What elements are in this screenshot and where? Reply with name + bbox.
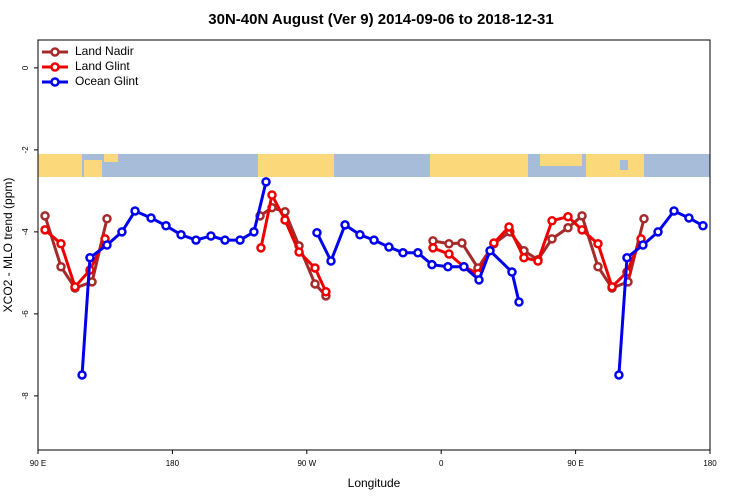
point — [577, 225, 587, 235]
x-tick-label: 90 E — [30, 459, 46, 468]
point — [639, 214, 649, 224]
point — [220, 235, 230, 245]
point — [310, 279, 320, 289]
point — [577, 211, 587, 221]
point — [504, 222, 514, 232]
point — [206, 231, 216, 241]
point — [256, 243, 266, 253]
point — [310, 263, 320, 273]
point — [519, 252, 529, 263]
point — [485, 245, 495, 256]
y-tick-label: -2 — [21, 146, 30, 154]
legend-label: Land Nadir — [75, 44, 134, 58]
point — [40, 211, 50, 221]
point — [77, 370, 87, 380]
point — [146, 213, 156, 223]
point — [355, 230, 365, 240]
point — [261, 177, 271, 187]
point — [607, 282, 617, 292]
point — [398, 248, 408, 258]
point — [321, 286, 331, 297]
point — [191, 235, 201, 245]
point — [249, 227, 259, 237]
point — [669, 206, 679, 216]
x-tick-label: 90 W — [297, 459, 316, 468]
point — [614, 370, 624, 380]
point — [547, 234, 557, 244]
point — [593, 261, 603, 272]
point — [130, 206, 140, 216]
point — [444, 239, 454, 249]
point — [593, 239, 603, 249]
point — [294, 247, 304, 257]
point — [413, 248, 423, 258]
point — [312, 227, 322, 238]
point — [547, 216, 557, 226]
point — [369, 235, 379, 245]
point — [161, 220, 171, 231]
y-tick-label: 0 — [21, 65, 30, 70]
point — [102, 214, 112, 224]
point — [443, 261, 453, 272]
point — [326, 256, 336, 266]
point — [427, 259, 437, 270]
point — [653, 227, 663, 237]
point — [622, 252, 632, 263]
legend-label: Ocean Glint — [75, 74, 139, 88]
y-tick-label: -6 — [21, 310, 30, 318]
point — [176, 230, 186, 240]
point — [459, 261, 469, 272]
point — [70, 282, 80, 292]
legend-marker — [50, 47, 60, 57]
point — [533, 256, 543, 266]
legend-marker — [50, 77, 60, 87]
point — [280, 215, 290, 225]
point — [684, 213, 694, 223]
point — [235, 235, 245, 245]
x-axis-label: Longitude — [348, 476, 401, 490]
point — [85, 252, 95, 263]
point — [117, 227, 127, 237]
point — [514, 297, 524, 307]
point — [444, 249, 454, 259]
y-tick-label: -4 — [21, 228, 30, 236]
point — [428, 243, 438, 253]
point — [340, 220, 350, 230]
legend-marker — [50, 62, 60, 72]
point — [638, 240, 648, 250]
point — [40, 225, 50, 235]
point — [563, 223, 573, 233]
x-tick-label: 180 — [703, 459, 717, 468]
point — [489, 238, 499, 248]
chart-title: 30N-40N August (Ver 9) 2014-09-06 to 201… — [208, 11, 553, 28]
x-tick-label: 180 — [166, 459, 180, 468]
y-tick-label: -8 — [21, 392, 30, 400]
point — [102, 240, 112, 250]
point — [384, 242, 394, 252]
x-tick-label: 90 E — [567, 459, 583, 468]
point — [507, 267, 517, 277]
point — [457, 238, 467, 248]
point — [267, 190, 277, 200]
point — [56, 239, 66, 249]
point — [474, 275, 484, 285]
legend-label: Land Glint — [75, 59, 130, 73]
x-tick-label: 0 — [439, 459, 444, 468]
point — [56, 261, 66, 272]
point — [698, 220, 708, 231]
y-axis-label: XCO2 - MLO trend (ppm) — [1, 178, 15, 313]
map-strip — [38, 154, 710, 177]
point — [563, 211, 573, 222]
plot-frame — [37, 39, 711, 451]
